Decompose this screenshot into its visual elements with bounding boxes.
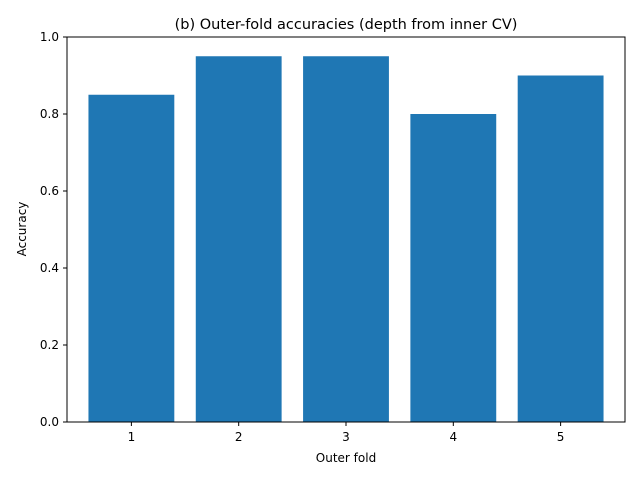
bar-fold-1	[88, 94, 175, 422]
x-tick-label: 3	[342, 430, 350, 444]
x-tick-label: 2	[235, 430, 243, 444]
x-tick-label: 4	[449, 430, 457, 444]
y-tick-label: 0.2	[40, 338, 59, 352]
x-tick-label: 5	[557, 430, 565, 444]
x-axis-label: Outer fold	[316, 451, 376, 465]
y-tick-label: 1.0	[40, 30, 59, 44]
y-axis-ticks: 0.0 0.2 0.4 0.6 0.8 1.0	[40, 30, 67, 429]
y-axis-label: Accuracy	[15, 202, 29, 257]
y-tick-label: 0.4	[40, 261, 59, 275]
bar-fold-5	[517, 75, 604, 422]
bar-fold-4	[410, 114, 497, 422]
y-tick-label: 0.8	[40, 107, 59, 121]
x-axis-ticks: 1 2 3 4 5	[128, 422, 565, 444]
chart-title: (b) Outer-fold accuracies (depth from in…	[175, 17, 518, 33]
y-tick-label: 0.0	[40, 415, 59, 429]
x-tick-label: 1	[128, 430, 136, 444]
bar-fold-3	[303, 56, 389, 422]
bar-fold-2	[195, 56, 282, 422]
plot-frame	[66, 36, 626, 423]
bars-group	[88, 56, 604, 422]
y-tick-label: 0.6	[40, 184, 59, 198]
